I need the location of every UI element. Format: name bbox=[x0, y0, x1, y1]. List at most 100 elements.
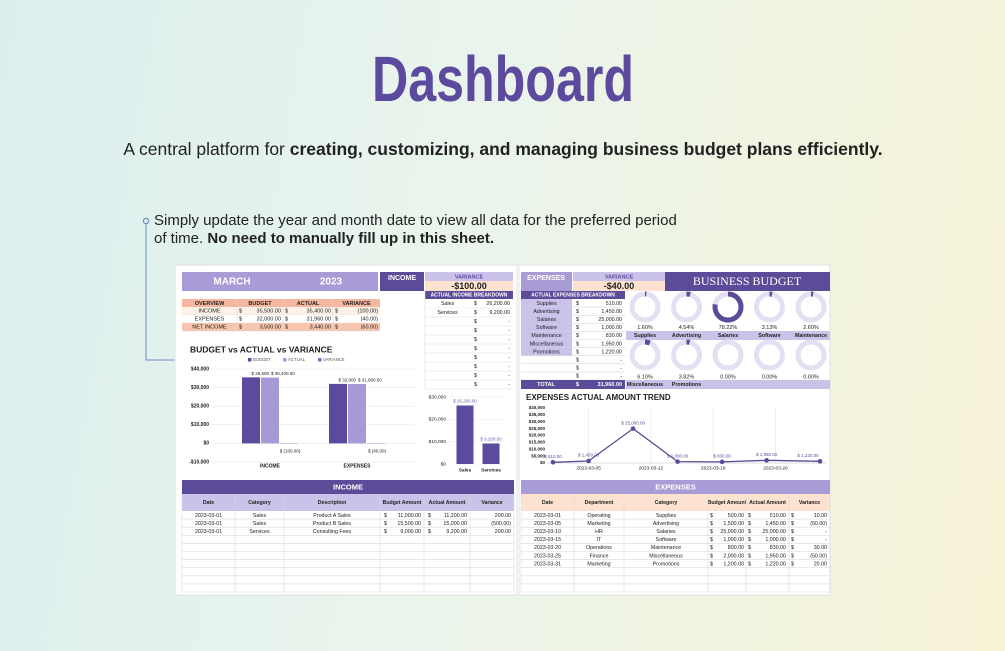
section-label: EXPENSES bbox=[527, 275, 565, 282]
cell-text: $ bbox=[576, 374, 579, 380]
cell-bg bbox=[425, 272, 513, 281]
cell-text: HR bbox=[595, 529, 603, 535]
cell-bg bbox=[521, 323, 572, 332]
column-header: Description bbox=[318, 500, 347, 506]
cell-text: $ bbox=[748, 545, 751, 551]
cell-text: 9,200.00 bbox=[446, 529, 467, 535]
cell-text: Services bbox=[437, 310, 458, 316]
cell-text: 200.00 bbox=[495, 513, 511, 519]
cell-text: $ bbox=[285, 309, 288, 315]
cell-text: $ bbox=[748, 529, 751, 535]
column-header: Department bbox=[585, 500, 614, 506]
column-header: Actual Amount bbox=[749, 500, 786, 506]
donut-percent: 1.60% bbox=[637, 325, 653, 331]
donut-label: Salaries bbox=[718, 333, 738, 339]
cell-text: $ bbox=[474, 382, 477, 388]
donut-percent: 3.82% bbox=[679, 374, 695, 380]
cell-text: $ bbox=[791, 545, 794, 551]
y-tick-label: $30,000 bbox=[429, 394, 447, 400]
column-header: Date bbox=[203, 500, 214, 506]
data-label: $ 830.00 bbox=[713, 454, 731, 459]
cell-text: 26,200.00 bbox=[486, 301, 510, 307]
cell-text: Sales bbox=[441, 301, 455, 307]
cell-text: $ bbox=[748, 553, 751, 559]
cell-text: Sales bbox=[253, 513, 267, 519]
cell-bg bbox=[521, 272, 572, 291]
y-tick-label: $30,000 bbox=[191, 385, 209, 391]
cell-text: $ bbox=[474, 373, 477, 379]
cell-text: 30.00 bbox=[814, 545, 827, 551]
column-header: Date bbox=[542, 500, 553, 506]
cell-text: 1,000.00 bbox=[765, 537, 786, 543]
cell-bg bbox=[380, 272, 424, 291]
cell-text: (500.00) bbox=[491, 521, 511, 527]
y-tick-label: $10,000 bbox=[429, 439, 447, 445]
data-label: $ 1,950.00 bbox=[756, 452, 778, 457]
month: MARCH bbox=[213, 277, 250, 288]
cell-text: $ bbox=[576, 349, 579, 355]
y-tick-label: $15,000 bbox=[529, 440, 546, 445]
connector bbox=[145, 224, 187, 361]
cell-text: 9,200.00 bbox=[489, 310, 510, 316]
note-bold: No need to manually fill up in this shee… bbox=[207, 230, 494, 247]
cell-text: - bbox=[508, 337, 510, 343]
cell-text: $ bbox=[791, 513, 794, 519]
chart-title: EXPENSES ACTUAL AMOUNT TREND bbox=[526, 393, 671, 402]
cell-bg bbox=[521, 291, 625, 299]
data-label: $ 510.00 bbox=[544, 454, 562, 459]
cell-text: Operations bbox=[586, 545, 612, 551]
cell-text: Salaries bbox=[537, 317, 556, 323]
cell-text: 200.00 bbox=[495, 529, 511, 535]
cell-text: $ bbox=[710, 521, 713, 527]
cell-text: - bbox=[508, 346, 510, 352]
cell-text: 20.00 bbox=[814, 561, 827, 567]
cell-text: Promotions bbox=[653, 561, 680, 567]
cell-text: 31,960.00 bbox=[598, 382, 622, 388]
cell-text: Software bbox=[536, 325, 557, 331]
cell-text: 2023-03-01 bbox=[195, 529, 222, 535]
cell-bg bbox=[665, 272, 830, 291]
cell-text: 1,000.00 bbox=[723, 537, 744, 543]
cell-text: 31,960.00 bbox=[307, 317, 331, 323]
cell-text: Operating bbox=[587, 513, 610, 519]
column-header: Budget Amount bbox=[708, 500, 747, 506]
data-label: $ 9,200.00 bbox=[480, 437, 502, 442]
data-label: $ 35,400.00 bbox=[271, 371, 295, 376]
cell-text: $ bbox=[576, 309, 579, 315]
data-label: $ 32,000 bbox=[338, 378, 356, 383]
cell-bg bbox=[626, 331, 830, 340]
column-header: Budget Amount bbox=[383, 500, 422, 506]
cell-text: 1,950.00 bbox=[601, 341, 622, 347]
cell-text: Promotions bbox=[533, 349, 560, 355]
cell-text: (50.00) bbox=[810, 553, 827, 559]
cell-text: - bbox=[825, 529, 827, 535]
donut-percent: 4.54% bbox=[679, 325, 695, 331]
cell-text: 2023-03-01 bbox=[195, 521, 222, 527]
cell-text: 35,500.00 bbox=[257, 309, 281, 315]
cell-text: (40.00) bbox=[361, 317, 379, 323]
column-header: ACTUAL bbox=[297, 301, 320, 307]
donut-label: Miscellaneous bbox=[627, 382, 663, 388]
y-tick-label: $5,000 bbox=[531, 453, 545, 458]
cell-text: INCOME bbox=[199, 309, 221, 315]
x-tick-label: EXPENSES bbox=[344, 463, 372, 469]
donut-percent: 0.00% bbox=[803, 374, 819, 380]
cell-text: 1,450.00 bbox=[601, 309, 622, 315]
cell-text: $ bbox=[239, 317, 242, 323]
legend-label: BUDGET bbox=[253, 357, 271, 362]
variance-value: -$40.00 bbox=[604, 281, 635, 291]
cell-text: 15,500.00 bbox=[397, 521, 421, 527]
cell-text: - bbox=[508, 355, 510, 361]
donut-label: Supplies bbox=[634, 333, 656, 339]
cell-text: 25,000.00 bbox=[598, 317, 622, 323]
cell-text: $ bbox=[576, 325, 579, 331]
cell-text: 2023-03-20 bbox=[534, 545, 561, 551]
donut-percent: 6.10% bbox=[637, 374, 653, 380]
data-label: $ 35,500 bbox=[251, 371, 269, 376]
note-plain: of time. bbox=[154, 230, 207, 247]
cell-text: 800.00 bbox=[728, 545, 744, 551]
cell-text: 3,440.00 bbox=[310, 325, 331, 331]
cell-text: 11,000.00 bbox=[398, 513, 421, 519]
y-tick-label: -$10,000 bbox=[189, 459, 209, 465]
page-title: Dashboard bbox=[372, 43, 634, 115]
